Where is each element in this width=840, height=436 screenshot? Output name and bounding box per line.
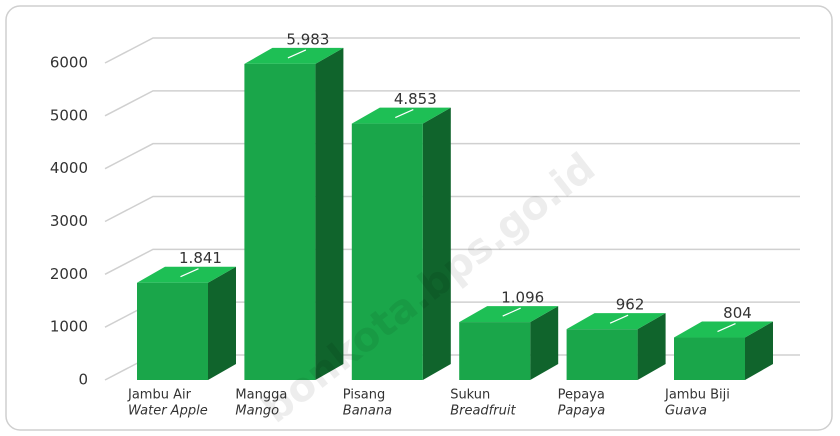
x-tick-label: Sukun [450,388,490,403]
x-tick-label: Pepaya [558,388,605,403]
grid-line [104,248,800,275]
bar-top [459,306,559,323]
grid-line [104,142,800,170]
label-leader [180,268,199,278]
bar [674,321,773,380]
y-tick-label: 1000 [50,318,88,336]
y-tick-label: 3000 [50,212,88,230]
grid-line [104,195,800,223]
bar-side [637,313,666,380]
grid-line [104,37,800,64]
grid-line [104,90,800,117]
value-label: 804 [723,304,752,322]
bar-front [351,123,423,381]
x-tick-label: Jambu Air [127,388,192,403]
x-tick-label: Jambu Biji [664,388,730,403]
bar-front [674,337,745,380]
label-leader [717,322,736,333]
y-tick-label: 6000 [50,54,88,72]
value-label: 5.983 [286,30,329,48]
bar-top [674,321,773,338]
bar-top [351,107,451,124]
x-tick-label-translation: Mango [235,404,279,419]
bar [137,266,236,380]
value-label: 1.096 [501,289,544,307]
bar-side [315,47,344,381]
bar-side [208,266,236,380]
y-tick-label: 0 [78,371,88,389]
bar-front [244,63,316,381]
bar [351,107,451,381]
bar-side [422,107,451,381]
bar [244,47,344,381]
bar-front [137,282,208,380]
x-tick-label-translation: Water Apple [128,404,208,419]
y-tick-label: 4000 [50,159,88,177]
x-tick-label-translation: Guava [665,404,707,419]
bar-side [530,306,559,380]
bar-top [244,47,344,64]
x-tick-label: Mangga [235,388,287,403]
x-tick-label: Pisang [343,388,385,403]
label-leader [395,109,414,119]
y-tick-label: 5000 [50,106,88,124]
x-tick-label-translation: Breadfruit [450,404,516,419]
y-tick-label: 2000 [50,265,88,283]
label-leader [502,307,521,317]
bar-top [566,313,666,330]
value-label: 1.841 [179,249,222,267]
x-tick-label-translation: Banana [343,404,392,419]
value-label: 4.853 [394,90,437,108]
x-tick-label-translation: Papaya [558,404,606,419]
value-label: 962 [616,296,645,314]
bar-front [459,322,531,380]
bar-top [137,266,236,283]
label-leader [609,314,629,324]
bar [566,313,666,380]
bar-side [745,321,773,380]
bar-front [566,329,638,380]
label-leader [287,49,307,59]
bar [459,306,559,380]
